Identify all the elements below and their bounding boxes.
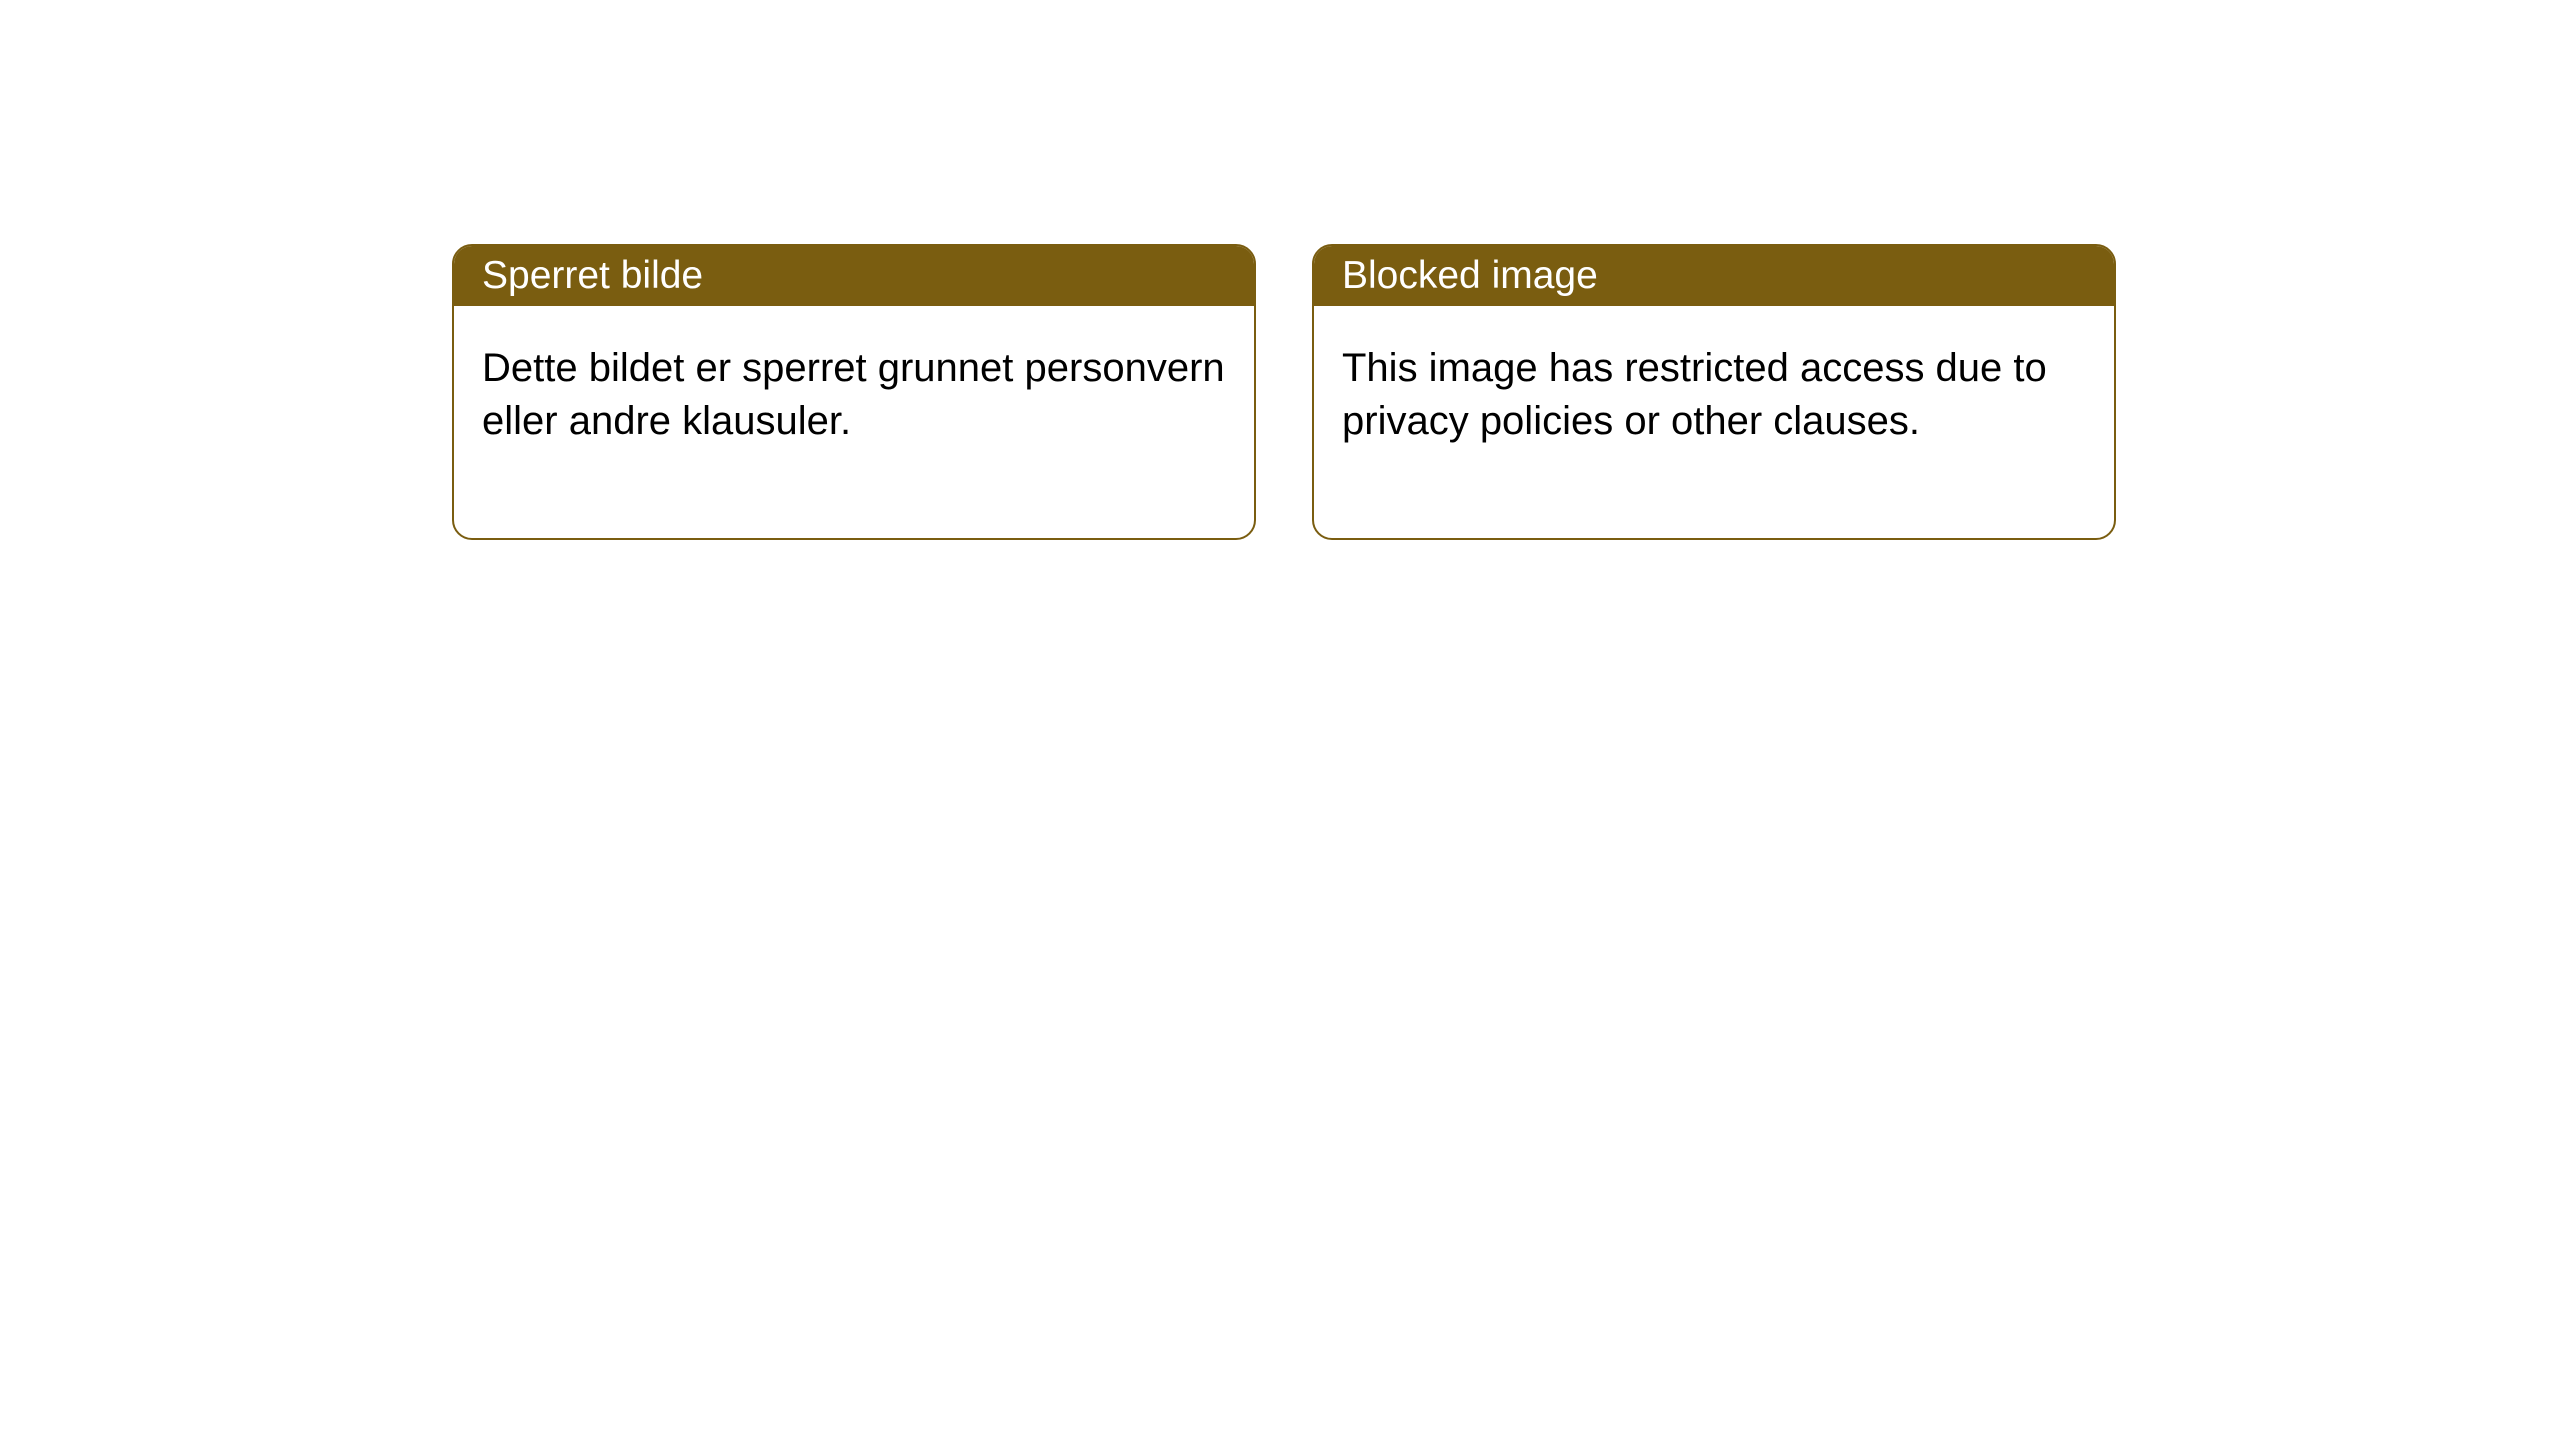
card-body-text: Dette bildet er sperret grunnet personve…	[482, 346, 1225, 443]
card-title: Sperret bilde	[482, 254, 703, 297]
card-body-text: This image has restricted access due to …	[1342, 346, 2047, 443]
card-title: Blocked image	[1342, 254, 1598, 297]
card-body: Dette bildet er sperret grunnet personve…	[454, 306, 1254, 538]
blocked-image-card-en: Blocked image This image has restricted …	[1312, 244, 2116, 540]
card-body: This image has restricted access due to …	[1314, 306, 2114, 538]
card-header: Blocked image	[1314, 246, 2114, 306]
card-header: Sperret bilde	[454, 246, 1254, 306]
blocked-image-card-no: Sperret bilde Dette bildet er sperret gr…	[452, 244, 1256, 540]
cards-container: Sperret bilde Dette bildet er sperret gr…	[0, 0, 2560, 540]
